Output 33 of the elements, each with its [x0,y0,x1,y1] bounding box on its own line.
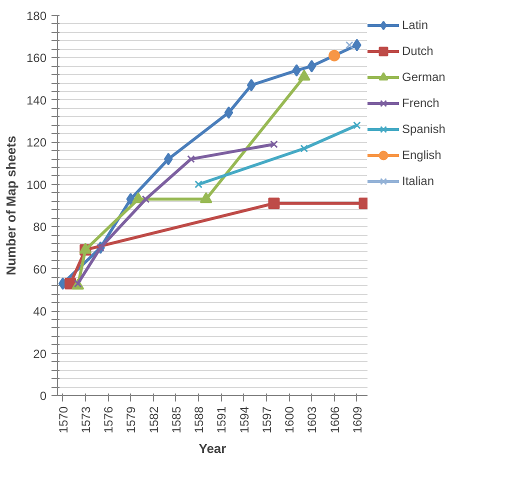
y-tick-label: 120 [26,136,47,150]
legend-label: Dutch [402,44,434,58]
x-tick-label: 1570 [56,406,70,434]
y-tick-label: 20 [33,346,47,361]
x-tick-label: 1588 [192,406,206,434]
x-tick-label: 1573 [78,406,93,434]
y-axis-title: Number of Map sheets [3,136,18,276]
legend-label: Spanish [402,122,446,136]
legend-label: Latin [402,18,428,32]
y-tick-label: 80 [33,220,47,234]
x-tick-label: 1606 [328,406,342,434]
x-tick-label: 1576 [102,406,116,434]
x-tick-label: 1600 [282,406,297,434]
y-tick-label: 180 [26,9,47,23]
y-tick-label: 40 [33,304,47,319]
x-tick-label: 1582 [146,406,161,434]
y-tick-label: 100 [26,178,47,192]
y-tick-label: 140 [26,93,47,108]
x-tick-label: 1591 [214,406,229,434]
x-tick-label: 1597 [260,406,274,434]
y-tick-label: 160 [26,51,47,66]
x-axis-title: Year [198,441,226,456]
legend-label: Italian [402,174,434,188]
x-tick-label: 1603 [305,406,320,434]
y-tick-label: 0 [40,389,47,403]
legend-label: French [402,96,440,110]
y-tick-label: 60 [33,262,47,276]
x-tick-label: 1585 [169,406,184,434]
x-tick-label: 1609 [350,406,364,434]
legend-label: English [402,148,442,162]
legend-label: German [402,70,446,84]
x-tick-label: 1579 [124,406,138,434]
x-tick-label: 1594 [237,406,252,434]
